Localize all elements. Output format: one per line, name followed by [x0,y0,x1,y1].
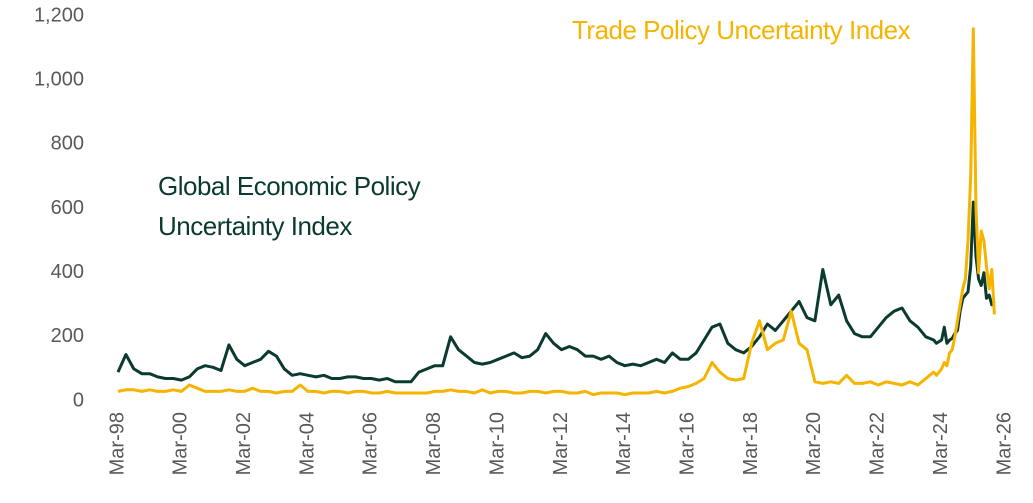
x-tick-label: Mar-00 [170,412,192,475]
x-tick-label: Mar-16 [676,412,698,475]
x-tick-label: Mar-20 [803,412,825,475]
series-label: Global Economic Policy Uncertainty Index [158,171,421,241]
x-tick-label: Mar-08 [423,412,445,475]
x-tick-label: Mar-02 [233,412,255,475]
x-tick-label: Mar-98 [106,412,128,475]
x-tick-label: Mar-24 [930,412,952,475]
x-tick-label: Mar-26 [993,412,1015,475]
series-line [117,27,996,397]
y-tick-label: 1,200 [34,4,84,26]
y-tick-label: 0 [73,389,84,411]
x-tick-label: Mar-10 [486,412,508,475]
y-tick-label: 800 [51,133,84,155]
x-tick-label: Mar-14 [613,412,635,475]
x-tick-label: Mar-12 [550,412,572,475]
x-tick-label: Mar-06 [360,412,382,475]
y-tick-label: 200 [51,325,84,347]
series-line [116,200,996,384]
x-tick-label: Mar-22 [867,412,889,475]
y-tick-label: 1,000 [34,68,84,90]
y-tick-label: 400 [51,261,84,283]
y-tick-label: 600 [51,197,84,219]
x-tick-label: Mar-18 [740,412,762,475]
x-tick-label: Mar-04 [296,412,318,475]
series-label: Trade Policy Uncertainty Index [572,15,911,45]
